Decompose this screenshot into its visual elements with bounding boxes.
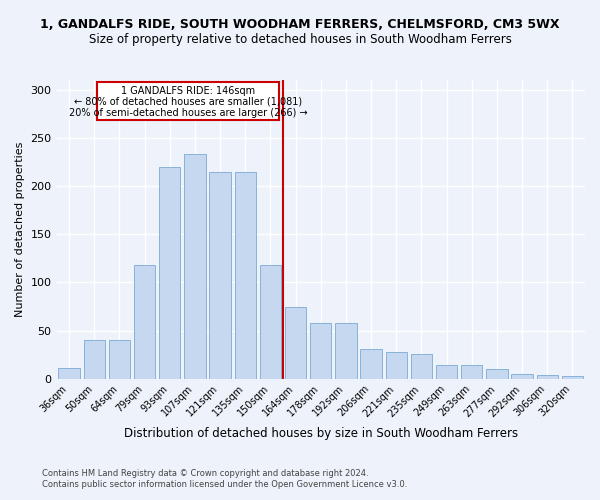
Bar <box>461 366 482 379</box>
FancyBboxPatch shape <box>97 82 279 120</box>
Bar <box>209 172 231 379</box>
Bar <box>486 369 508 379</box>
Bar <box>184 154 206 379</box>
Text: Contains HM Land Registry data © Crown copyright and database right 2024.: Contains HM Land Registry data © Crown c… <box>42 468 368 477</box>
Bar <box>436 366 457 379</box>
Bar <box>134 265 155 379</box>
X-axis label: Distribution of detached houses by size in South Woodham Ferrers: Distribution of detached houses by size … <box>124 427 518 440</box>
Bar <box>109 340 130 379</box>
Bar <box>335 323 356 379</box>
Text: Size of property relative to detached houses in South Woodham Ferrers: Size of property relative to detached ho… <box>89 32 511 46</box>
Bar <box>285 308 307 379</box>
Bar <box>562 376 583 379</box>
Bar <box>386 352 407 379</box>
Text: 1, GANDALFS RIDE, SOUTH WOODHAM FERRERS, CHELMSFORD, CM3 5WX: 1, GANDALFS RIDE, SOUTH WOODHAM FERRERS,… <box>40 18 560 30</box>
Text: Contains public sector information licensed under the Open Government Licence v3: Contains public sector information licen… <box>42 480 407 489</box>
Bar <box>260 265 281 379</box>
Bar <box>310 323 331 379</box>
Text: 20% of semi-detached houses are larger (266) →: 20% of semi-detached houses are larger (… <box>69 108 307 118</box>
Bar <box>235 172 256 379</box>
Bar <box>536 375 558 379</box>
Bar <box>159 166 181 379</box>
Bar <box>411 354 432 379</box>
Y-axis label: Number of detached properties: Number of detached properties <box>15 142 25 317</box>
Text: ← 80% of detached houses are smaller (1,081): ← 80% of detached houses are smaller (1,… <box>74 97 302 107</box>
Bar <box>511 374 533 379</box>
Bar <box>58 368 80 379</box>
Bar <box>83 340 105 379</box>
Text: 1 GANDALFS RIDE: 146sqm: 1 GANDALFS RIDE: 146sqm <box>121 86 255 96</box>
Bar <box>361 349 382 379</box>
